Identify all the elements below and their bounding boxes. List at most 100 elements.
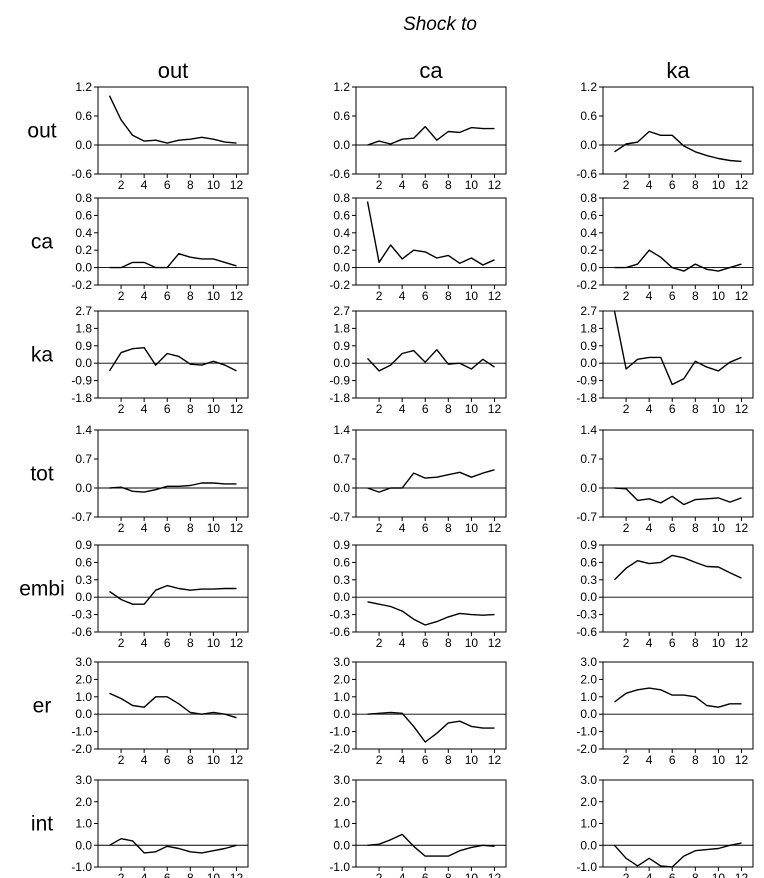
x-tick-label: 4	[399, 871, 406, 878]
y-tick-label: 0.0	[333, 481, 350, 495]
y-tick-label: 0.6	[580, 555, 597, 569]
x-tick-label: 2	[623, 289, 630, 303]
x-tick-label: 12	[735, 636, 749, 650]
y-tick-label: 2.7	[333, 304, 350, 318]
y-tick-label: -0.9	[576, 374, 597, 388]
y-tick-label: -1.8	[71, 391, 92, 405]
y-tick-label: 0.0	[333, 707, 350, 721]
y-tick-label: 0.4	[333, 226, 350, 240]
response-line-er-ca	[367, 711, 495, 743]
x-tick-label: 12	[230, 636, 244, 650]
y-tick-label: 0.0	[333, 138, 350, 152]
x-tick-label: 10	[712, 636, 726, 650]
response-line-tot-out	[109, 482, 237, 493]
x-tick-label: 6	[164, 178, 171, 192]
x-tick-label: 6	[164, 402, 171, 416]
y-tick-label: 1.2	[580, 80, 597, 94]
x-tick-label: 4	[399, 636, 406, 650]
x-tick-label: 2	[376, 636, 383, 650]
response-line-out-ka	[614, 130, 742, 163]
x-tick-label: 8	[692, 402, 699, 416]
y-tick-label: 0.0	[75, 590, 92, 604]
panel-frame	[602, 86, 754, 175]
x-tick-label: 10	[465, 178, 479, 192]
x-tick-label: 6	[422, 871, 429, 878]
response-line-int-ka	[613, 842, 742, 868]
y-tick-label: -0.6	[329, 625, 350, 639]
x-tick-label: 12	[488, 753, 502, 767]
y-tick-label: 0.6	[580, 208, 597, 222]
y-tick-label: -2.0	[576, 742, 597, 756]
y-tick-label: 0.0	[580, 356, 597, 370]
panel-frame	[602, 661, 754, 750]
y-tick-label: -0.3	[329, 608, 350, 622]
x-tick-label: 10	[207, 521, 221, 535]
y-tick-label: 2.0	[75, 795, 92, 809]
row-header-er: er	[33, 695, 52, 718]
panel-frame	[355, 779, 507, 868]
y-tick-label: 0.8	[75, 191, 92, 205]
y-tick-label: 1.0	[333, 817, 350, 831]
y-tick-label: -1.0	[329, 725, 350, 739]
panel-out-out: 1.2 0.6 0.0 -0.6 2 4 6 8 10 12	[71, 80, 249, 192]
y-tick-label: 0.0	[75, 707, 92, 721]
y-tick-label: -1.8	[576, 391, 597, 405]
y-tick-label: 2.0	[580, 672, 597, 686]
x-tick-label: 10	[712, 521, 726, 535]
x-tick-label: 2	[376, 178, 383, 192]
y-tick-label: 0.9	[75, 339, 92, 353]
y-tick-label: 0.0	[333, 356, 350, 370]
response-line-ka-ka	[613, 310, 742, 386]
x-tick-label: 6	[422, 521, 429, 535]
y-tick-label: -0.2	[71, 278, 92, 292]
x-tick-label: 12	[735, 178, 749, 192]
panel-ka-out: 2.7 1.8 0.9 0.0 -0.9 -1.8 2 4 6 8 10 12	[71, 304, 249, 416]
y-tick-label: -1.8	[329, 391, 350, 405]
panel-int-ka: 3.0 2.0 1.0 0.0 -1.0 2 4 6 8 10 12	[576, 773, 754, 878]
x-tick-label: 12	[230, 178, 244, 192]
y-tick-label: 1.8	[580, 321, 597, 335]
x-tick-label: 4	[646, 871, 653, 878]
y-tick-label: 3.0	[580, 773, 597, 787]
x-tick-label: 4	[141, 521, 148, 535]
y-tick-label: 0.0	[75, 356, 92, 370]
y-tick-label: 0.0	[333, 590, 350, 604]
panel-embi-out: 0.9 0.6 0.3 0.0 -0.3 -0.6 2 4 6 8 10 12	[71, 538, 249, 650]
y-tick-label: 1.0	[75, 817, 92, 831]
y-tick-label: 3.0	[580, 655, 597, 669]
response-line-int-out	[109, 838, 237, 854]
y-tick-label: -1.0	[71, 860, 92, 874]
x-tick-label: 4	[646, 402, 653, 416]
y-tick-label: 3.0	[75, 655, 92, 669]
y-tick-label: 0.3	[580, 573, 597, 587]
x-tick-label: 10	[207, 636, 221, 650]
x-tick-label: 10	[712, 402, 726, 416]
x-tick-label: 8	[692, 289, 699, 303]
y-tick-label: 0.0	[75, 261, 92, 275]
x-tick-label: 4	[399, 289, 406, 303]
y-tick-label: -0.6	[71, 167, 92, 181]
y-tick-label: 0.0	[75, 838, 92, 852]
x-tick-label: 6	[669, 178, 676, 192]
x-tick-label: 6	[669, 289, 676, 303]
y-tick-label: 0.7	[333, 452, 350, 466]
y-tick-label: -0.7	[329, 510, 350, 524]
x-tick-label: 4	[646, 521, 653, 535]
x-tick-label: 6	[669, 521, 676, 535]
x-tick-label: 4	[141, 871, 148, 878]
x-tick-label: 4	[399, 178, 406, 192]
y-tick-label: 0.6	[333, 208, 350, 222]
y-tick-label: 0.9	[75, 538, 92, 552]
y-tick-label: 2.0	[75, 672, 92, 686]
response-line-embi-ka	[614, 554, 742, 581]
y-tick-label: 0.9	[333, 538, 350, 552]
y-tick-label: -0.3	[71, 608, 92, 622]
y-tick-label: 0.0	[580, 138, 597, 152]
x-tick-label: 10	[465, 289, 479, 303]
y-tick-label: 0.4	[580, 226, 597, 240]
x-tick-label: 8	[692, 753, 699, 767]
x-tick-label: 8	[445, 178, 452, 192]
x-tick-label: 12	[488, 871, 502, 878]
x-tick-label: 2	[376, 521, 383, 535]
